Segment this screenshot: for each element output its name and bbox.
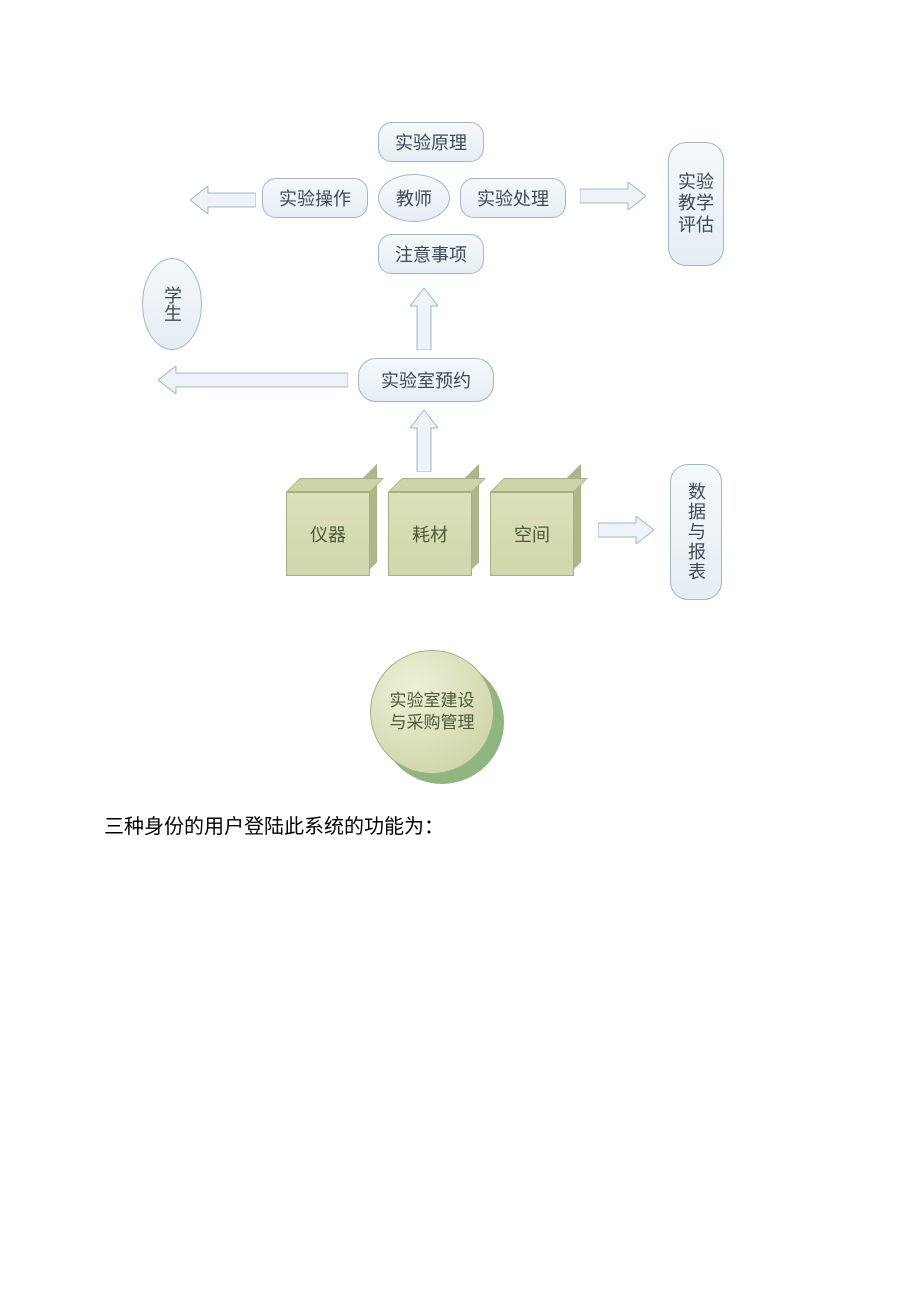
cube-face: 空间 (490, 492, 574, 576)
node-eval: 实验教学评估 (668, 142, 724, 266)
cube-top (490, 478, 588, 492)
node-notice-label: 注意事项 (395, 241, 467, 267)
node-principle-label: 实验原理 (395, 129, 467, 155)
node-instrument-label: 仪器 (310, 521, 346, 547)
node-build-label: 实验室建设与采购管理 (390, 690, 475, 734)
node-student: 学生 (142, 258, 202, 350)
node-eval-label: 实验教学评估 (678, 172, 714, 237)
arrow-reserve-up (410, 288, 438, 350)
node-process: 实验处理 (460, 178, 566, 218)
node-instrument: 仪器 (286, 478, 370, 576)
caption-text-label: 三种身份的用户登陆此系统的功能为： (104, 816, 444, 838)
node-space-label: 空间 (514, 521, 550, 547)
arrow-reserve-left (158, 366, 348, 394)
node-build: 实验室建设与采购管理 (370, 650, 494, 774)
node-teacher: 教师 (378, 174, 450, 222)
node-reserve: 实验室预约 (358, 358, 494, 402)
node-report-label: 数据与报表 (683, 482, 709, 582)
diagram-canvas: 实验原理 实验操作 教师 实验处理 注意事项 学生 实验教学评估 实验室预约 仪… (0, 0, 920, 900)
node-operation-label: 实验操作 (279, 185, 351, 211)
node-material-label: 耗材 (412, 521, 448, 547)
cube-face: 仪器 (286, 492, 370, 576)
node-material: 耗材 (388, 478, 472, 576)
node-student-label: 学生 (159, 286, 185, 322)
node-report: 数据与报表 (670, 464, 722, 600)
node-reserve-label: 实验室预约 (381, 367, 471, 393)
node-teacher-label: 教师 (396, 185, 432, 211)
arrow-to-eval (580, 182, 646, 210)
caption-text: 三种身份的用户登陆此系统的功能为： (104, 810, 444, 839)
node-process-label: 实验处理 (477, 185, 549, 211)
node-space: 空间 (490, 478, 574, 576)
cube-top (286, 478, 384, 492)
node-principle: 实验原理 (378, 122, 484, 162)
arrow-to-report (598, 516, 654, 544)
cube-top (388, 478, 486, 492)
arrow-cubes-up (410, 410, 438, 472)
node-operation: 实验操作 (262, 178, 368, 218)
circle-face: 实验室建设与采购管理 (370, 650, 494, 774)
arrow-to-student (190, 186, 256, 214)
cube-face: 耗材 (388, 492, 472, 576)
node-notice: 注意事项 (378, 234, 484, 274)
